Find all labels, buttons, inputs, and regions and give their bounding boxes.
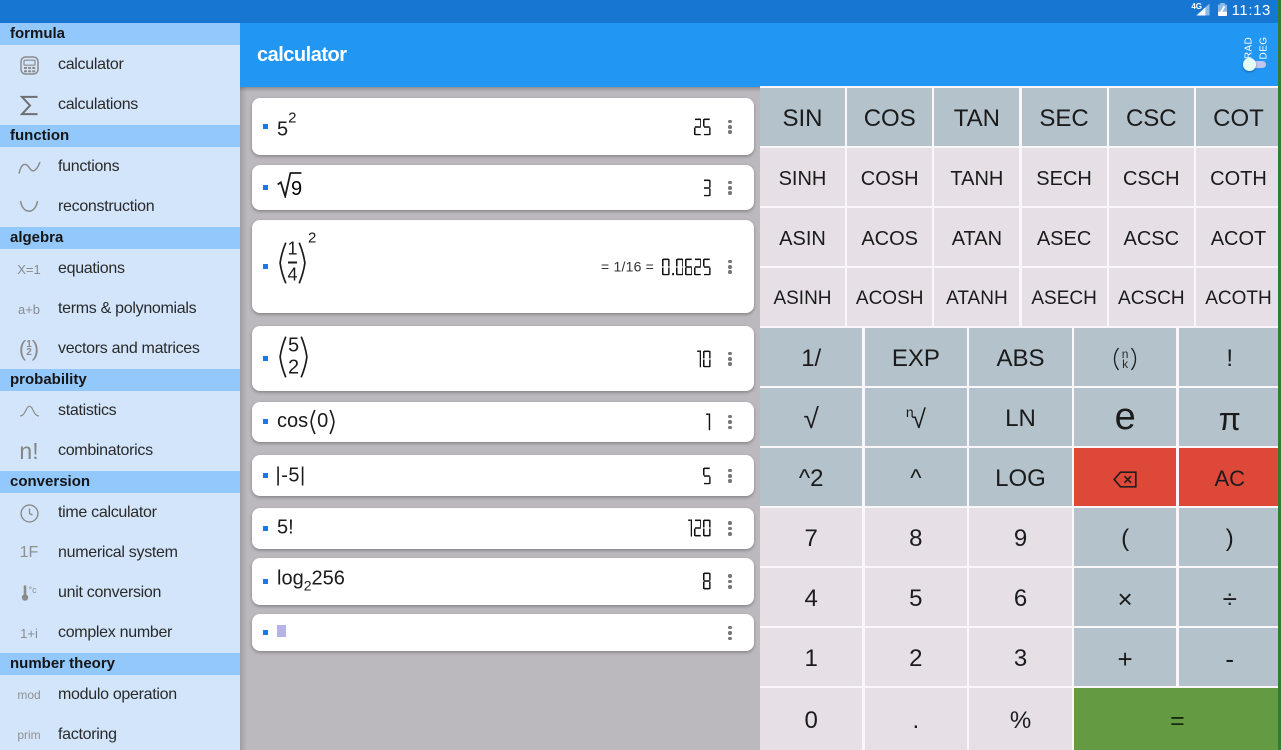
svg-text:°c: °c	[28, 585, 37, 595]
